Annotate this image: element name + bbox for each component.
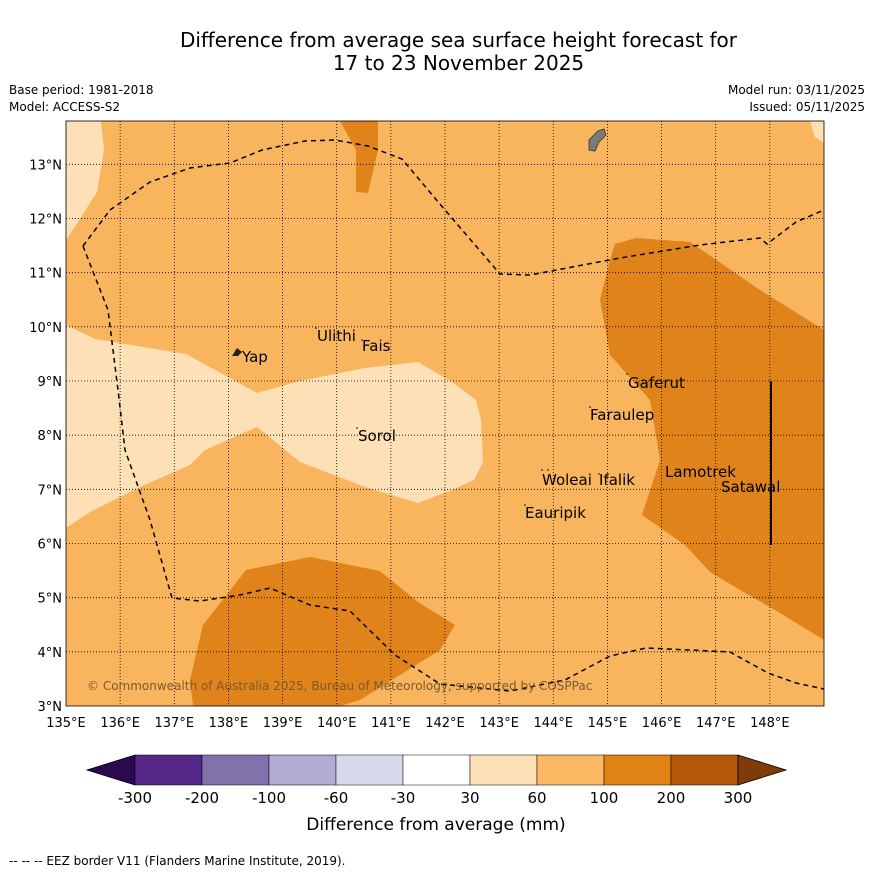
- lon-tick-label: 148°E: [750, 716, 790, 731]
- colorbar-cells: [85, 754, 788, 786]
- marker-woleai: [541, 469, 543, 471]
- lat-tick-label: 5°N: [38, 592, 63, 607]
- eez-border: [82, 139, 825, 692]
- colorbar-tick-label: 100: [590, 789, 619, 807]
- lat-tick-label: 4°N: [38, 646, 63, 661]
- colorbar-extend-high: [737, 754, 788, 786]
- colorbar-cell: [335, 754, 404, 786]
- lon-tick-label: 141°E: [371, 716, 411, 731]
- colorbar-cell: [670, 754, 739, 786]
- marker-fais: [361, 339, 363, 341]
- marker-ifalik: [598, 473, 600, 475]
- guam-land: [588, 128, 607, 152]
- band-100-200-east: [600, 238, 824, 640]
- colorbar-tick-label: -60: [324, 789, 349, 807]
- colorbar-extend-low: [85, 754, 136, 786]
- marker-sorol: [356, 427, 358, 429]
- latitude-tick-labels: 3°N 4°N 5°N 6°N 7°N 8°N 9°N 10°N 11°N 12°N 13°N: [29, 158, 62, 715]
- sea-level-map: 135°E 136°E 137°E 138°E 139°E 140°E 141°E 142°E…: [29, 120, 825, 731]
- place-label-ifalik: Ifalik: [599, 471, 635, 489]
- lat-tick-label: 13°N: [29, 158, 62, 173]
- marker-ulithi: [315, 327, 317, 329]
- lon-tick-label: 147°E: [696, 716, 736, 731]
- marker-woleai-2: [547, 469, 549, 471]
- place-label-eauripik: Eauripik: [525, 504, 586, 522]
- colorbar-cell: [469, 754, 538, 786]
- lon-tick-label: 142°E: [425, 716, 465, 731]
- lon-tick-label: 137°E: [155, 716, 195, 731]
- band-30-60-northeast: [810, 121, 824, 143]
- model-run-label: Model run: 03/11/2025: [727, 83, 865, 97]
- band-30-60-central: [66, 325, 483, 528]
- marker-faraulep: [589, 406, 591, 408]
- colorbar-label: Difference from average (mm): [306, 815, 565, 835]
- lon-tick-label: 136°E: [100, 716, 140, 731]
- place-label-gaferut: Gaferut: [628, 374, 685, 392]
- colorbar-tick-label: 300: [724, 789, 753, 807]
- lat-tick-label: 6°N: [38, 538, 63, 553]
- place-label-fais: Fais: [362, 337, 391, 355]
- issued-label: Issued: 05/11/2025: [749, 100, 865, 114]
- eez-footnote: -- -- -- EEZ border V11 (Flanders Marine…: [9, 854, 346, 868]
- colorbar-tick-label: 200: [657, 789, 686, 807]
- colorbar-cell: [603, 754, 672, 786]
- model-label: Model: ACCESS-S2: [9, 100, 121, 114]
- map-title-line2: 17 to 23 November 2025: [332, 51, 585, 75]
- lon-tick-label: 144°E: [534, 716, 574, 731]
- colorbar-tick-label: 60: [527, 789, 546, 807]
- place-label-ulithi: Ulithi: [317, 327, 356, 345]
- colorbar-cell: [268, 754, 337, 786]
- lat-tick-label: 12°N: [29, 213, 62, 228]
- lon-tick-label: 143°E: [479, 716, 519, 731]
- lon-tick-label: 138°E: [209, 716, 249, 731]
- lon-tick-label: 139°E: [263, 716, 303, 731]
- colorbar-tick-label: -30: [391, 789, 416, 807]
- lat-tick-label: 3°N: [38, 700, 63, 715]
- place-label-sorol: Sorol: [358, 427, 396, 445]
- lon-tick-label: 145°E: [588, 716, 628, 731]
- place-label-lamotrek: Lamotrek: [665, 463, 736, 481]
- colorbar-cell: [134, 754, 203, 786]
- map-gridlines: [66, 121, 824, 706]
- colorbar-tick-label: 30: [460, 789, 479, 807]
- marker-eauripik: [524, 504, 526, 506]
- lat-tick-label: 10°N: [29, 321, 62, 336]
- map-frame: [65, 120, 825, 707]
- band-30-60-northwest: [66, 121, 104, 240]
- colorbar-tick-label: -100: [252, 789, 286, 807]
- colorbar-cell: [402, 754, 471, 786]
- copyright-notice: © Commonwealth of Australia 2025, Bureau…: [87, 679, 592, 693]
- band-100-200-north: [340, 121, 378, 193]
- marker-gaferut: [626, 373, 628, 375]
- colorbar-tick-labels: -300 -200 -100 -60 -30 30 60 100 200 300: [118, 789, 752, 807]
- base-period-label: Base period: 1981-2018: [9, 83, 154, 97]
- band-100-200-south: [190, 557, 455, 706]
- lon-tick-label: 146°E: [642, 716, 682, 731]
- place-label-woleai: Woleai: [542, 471, 592, 489]
- yap-land: [232, 348, 242, 356]
- place-markers: [315, 327, 628, 506]
- lat-tick-label: 7°N: [38, 483, 63, 498]
- lat-tick-label: 8°N: [38, 429, 63, 444]
- longitude-tick-labels: 135°E 136°E 137°E 138°E 139°E 140°E 141°E 142°E…: [46, 716, 789, 731]
- map-title-line1: Difference from average sea surface heig…: [179, 28, 738, 52]
- place-label-satawal: Satawal: [721, 478, 780, 496]
- lon-tick-label: 135°E: [46, 716, 86, 731]
- colorbar-tick-label: -200: [185, 789, 219, 807]
- place-label-yap: Yap: [241, 348, 268, 366]
- colorbar-cell: [201, 754, 270, 786]
- lon-tick-label: 140°E: [317, 716, 357, 731]
- colorbar-cell: [536, 754, 605, 786]
- colorbar-tick-label: -300: [118, 789, 152, 807]
- lat-tick-label: 9°N: [38, 375, 63, 390]
- lat-tick-label: 11°N: [29, 267, 62, 282]
- place-label-faraulep: Faraulep: [590, 406, 654, 424]
